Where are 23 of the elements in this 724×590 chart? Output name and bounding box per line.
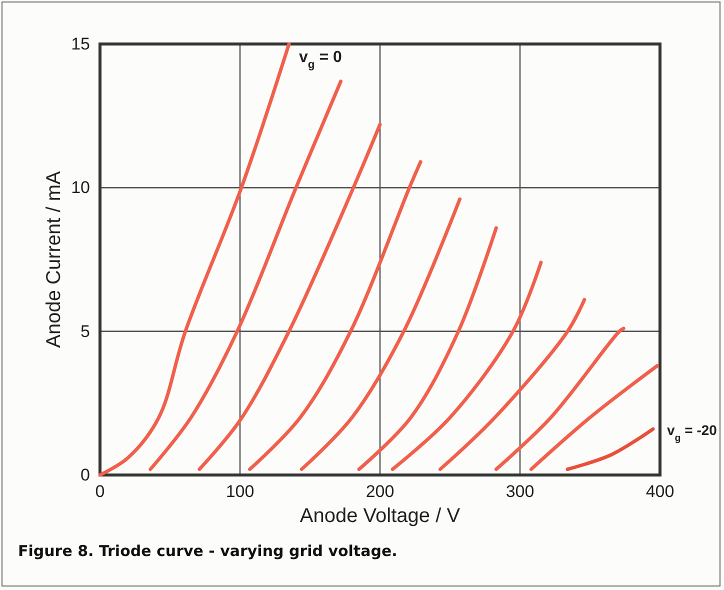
x-tick-label: 300 — [506, 482, 534, 502]
y-tick-label: 5 — [80, 322, 90, 341]
y-tick-label: 0 — [80, 465, 90, 484]
y-axis-title: Anode Current / mA — [43, 170, 65, 348]
y-tick-label: 15 — [71, 34, 90, 54]
line-series — [198, 122, 382, 472]
y-tick-label: 10 — [71, 178, 90, 198]
line-series — [148, 80, 343, 472]
line-series — [438, 298, 586, 472]
line-series — [300, 197, 462, 472]
line-series — [248, 160, 422, 472]
line-series — [494, 326, 626, 472]
line-series — [357, 226, 498, 472]
text: Figure 8. Triode curve - varying grid voltage. — [18, 542, 398, 560]
x-axis-title: Anode Voltage / V — [300, 505, 461, 527]
x-tick-label: 100 — [226, 482, 254, 502]
x-tick-label: 200 — [366, 482, 394, 502]
line-series — [390, 260, 543, 472]
line-series — [98, 42, 291, 477]
annotation: v$_{g}$ = -20 — [667, 422, 718, 444]
x-tick-label: 0 — [95, 482, 105, 502]
x-tick-label: 400 — [646, 482, 674, 502]
annotation: v$_{g}$ = 0 — [299, 49, 342, 71]
